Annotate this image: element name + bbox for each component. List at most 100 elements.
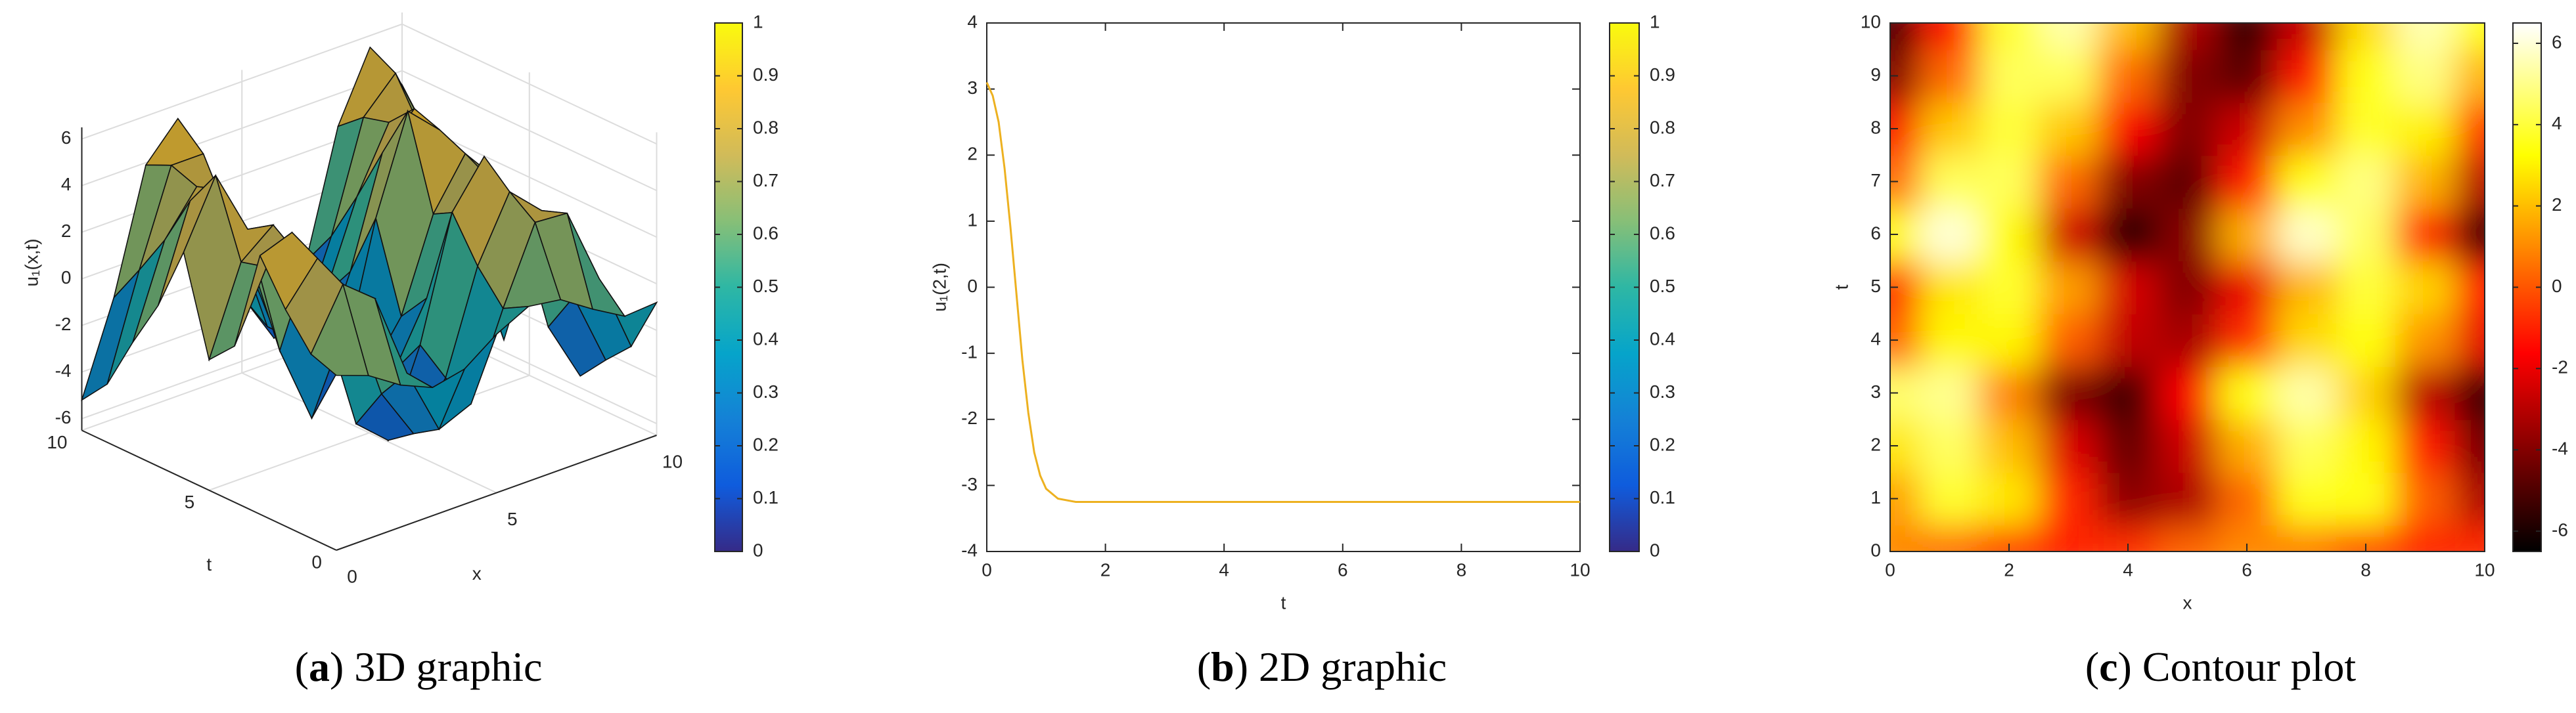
contour-cell <box>1890 525 1921 551</box>
contour-cell <box>2158 366 2218 420</box>
colorbar-tick-label: 0.6 <box>1650 223 1675 243</box>
y-axis-label: u₁(2,t) <box>929 263 949 312</box>
contour-cell <box>2039 313 2099 368</box>
colorbar-tick-label: 0.1 <box>1650 487 1675 508</box>
colorbar-tick-label: 0.2 <box>1650 434 1675 454</box>
y-tick-label: 10 <box>47 432 67 452</box>
contour-cell <box>1920 155 1980 209</box>
contour-cell <box>1920 207 1980 262</box>
colorbar-tick-label: 0.7 <box>753 170 779 190</box>
contour-cell <box>2158 419 2218 473</box>
contour-cell <box>2039 472 2099 526</box>
contour-cell <box>1920 261 1980 314</box>
colorbar-tick-label: 0 <box>753 540 763 560</box>
colorbar-tick-label: 0.4 <box>1650 328 1675 349</box>
contour-cell <box>2454 23 2485 51</box>
contour-cell <box>2395 102 2456 156</box>
contour-cell <box>2454 525 2485 551</box>
colorbar-tick-label: 4 <box>2552 113 2562 133</box>
caption-part: ) 3D graphic <box>330 643 542 690</box>
z-tick-label: -4 <box>55 360 72 381</box>
caption: (c) Contour plot <box>2085 643 2357 690</box>
colorbar-tick-label: 0.4 <box>753 328 779 349</box>
contour-cell <box>1920 366 1980 420</box>
colorbar-tick-label: -2 <box>2552 357 2568 378</box>
y-tick-label: -1 <box>961 342 978 362</box>
contour-cell <box>2395 525 2456 551</box>
contour-cell <box>1979 23 2040 51</box>
grid-line <box>401 23 657 145</box>
contour-cell <box>2158 472 2218 526</box>
contour-cell <box>2039 261 2099 314</box>
contour-cell <box>2454 472 2485 526</box>
x-tick-label: 6 <box>2242 559 2252 580</box>
contour-cell <box>1979 261 2040 314</box>
contour-cell <box>2336 102 2397 156</box>
contour-cell <box>2336 419 2397 473</box>
colorbar-tick-label: 0.9 <box>753 64 779 85</box>
x-tick-label: 10 <box>662 451 683 471</box>
y-tick-label: 0 <box>1870 540 1881 560</box>
contour-cell <box>2039 419 2099 473</box>
axis-line <box>81 429 337 551</box>
contour-cell <box>1979 102 2040 156</box>
contour-cell <box>2158 49 2218 103</box>
y-tick-label: 8 <box>1870 117 1881 137</box>
contour-cell <box>2336 366 2397 420</box>
caption-part: c <box>2099 643 2117 690</box>
contour-area <box>1890 23 2485 551</box>
contour-cell <box>2098 472 2159 526</box>
contour-cell <box>2158 155 2218 209</box>
contour-cell <box>2395 207 2456 262</box>
contour-cell <box>2039 49 2099 103</box>
contour-cell <box>1920 313 1980 368</box>
y-tick-label: 2 <box>1870 434 1881 454</box>
contour-cell <box>2217 155 2278 209</box>
z-tick-label: -6 <box>55 407 72 427</box>
contour-cell <box>2158 261 2218 314</box>
contour-cell <box>2039 525 2099 551</box>
grid-line <box>81 70 403 186</box>
y-tick-label: 5 <box>1870 276 1881 296</box>
contour-cell <box>2336 155 2397 209</box>
colorbar-tick-label: 0.6 <box>753 223 779 243</box>
contour-cell <box>2395 366 2456 420</box>
caption-part: ( <box>1197 643 1211 690</box>
contour-cell <box>2098 49 2159 103</box>
contour-cell <box>2276 49 2337 103</box>
x-tick-label: 8 <box>1457 559 1467 580</box>
caption: (a) 3D graphic <box>295 643 543 690</box>
contour-cell <box>2039 207 2099 262</box>
colorbar-tick-label: 2 <box>2552 194 2562 215</box>
contour-fill <box>1890 23 2485 551</box>
contour-cell <box>2158 313 2218 368</box>
contour-cell <box>2276 261 2337 314</box>
contour-cell <box>1920 49 1980 103</box>
contour-cell <box>2454 155 2485 209</box>
y-tick-label: 9 <box>1870 64 1881 85</box>
colorbar-tick-label: 0.1 <box>753 487 779 508</box>
contour-cell <box>2098 313 2159 368</box>
contour-cell <box>2039 366 2099 420</box>
colorbar-tick-label: 0.5 <box>753 276 779 296</box>
z-tick-label: 6 <box>61 127 72 148</box>
contour-cell <box>2098 261 2159 314</box>
colorbar-tick-label: 0.3 <box>1650 381 1675 402</box>
contour-cell <box>2039 102 2099 156</box>
contour-cell <box>1890 23 1921 51</box>
contour-cell <box>1979 472 2040 526</box>
axis-line <box>336 435 657 551</box>
contour-cell <box>2276 23 2337 51</box>
contour-cell <box>2217 472 2278 526</box>
y-tick-label: 0 <box>967 276 978 296</box>
contour-cell <box>2276 155 2337 209</box>
colorbar-tick-label: 0 <box>2552 276 2562 296</box>
contour-cell <box>2395 49 2456 103</box>
contour-cell <box>2217 419 2278 473</box>
contour-cell <box>2217 23 2278 51</box>
colorbar-tick-label: -6 <box>2552 519 2568 540</box>
contour-cell <box>2098 419 2159 473</box>
grid-line <box>208 374 530 491</box>
contour-cell <box>2158 525 2218 551</box>
